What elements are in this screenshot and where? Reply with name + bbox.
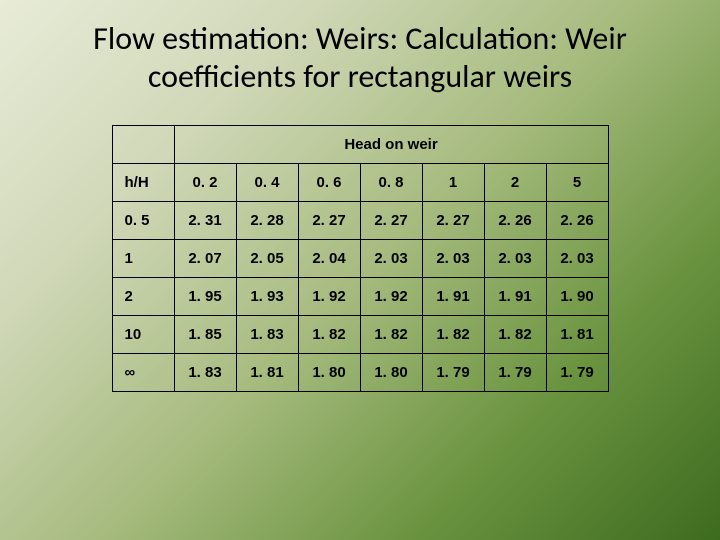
data-cell: 1. 95 <box>174 277 236 315</box>
data-cell: 1. 83 <box>236 315 298 353</box>
data-cell: 1. 82 <box>422 315 484 353</box>
data-cell: 2. 26 <box>484 201 546 239</box>
col-header: 1 <box>422 163 484 201</box>
col-header: 0. 6 <box>298 163 360 201</box>
data-cell: 2. 27 <box>422 201 484 239</box>
data-cell: 2. 03 <box>422 239 484 277</box>
data-cell: 1. 81 <box>236 353 298 391</box>
data-cell: 2. 03 <box>546 239 608 277</box>
col-header: 5 <box>546 163 608 201</box>
header-row: h/H 0. 2 0. 4 0. 6 0. 8 1 2 5 <box>112 163 608 201</box>
data-cell: 2. 26 <box>546 201 608 239</box>
data-cell: 1. 80 <box>298 353 360 391</box>
row-header: ∞ <box>112 353 174 391</box>
empty-corner-top <box>112 125 174 163</box>
page-title: Flow estimation: Weirs: Calculation: Wei… <box>40 20 680 97</box>
row-header: 10 <box>112 315 174 353</box>
data-cell: 1. 79 <box>422 353 484 391</box>
data-cell: 1. 82 <box>298 315 360 353</box>
data-cell: 2. 03 <box>484 239 546 277</box>
data-cell: 2. 27 <box>298 201 360 239</box>
data-cell: 1. 91 <box>422 277 484 315</box>
data-cell: 1. 93 <box>236 277 298 315</box>
spanner-cell: Head on weir <box>174 125 608 163</box>
col-header: 0. 2 <box>174 163 236 201</box>
coefficients-table: Head on weir h/H 0. 2 0. 4 0. 6 0. 8 1 2… <box>112 125 609 392</box>
row-header: 0. 5 <box>112 201 174 239</box>
data-cell: 2. 03 <box>360 239 422 277</box>
slide: Flow estimation: Weirs: Calculation: Wei… <box>0 0 720 540</box>
row-header: 2 <box>112 277 174 315</box>
data-cell: 2. 05 <box>236 239 298 277</box>
data-cell: 1. 83 <box>174 353 236 391</box>
col-header: 2 <box>484 163 546 201</box>
table-row: ∞ 1. 83 1. 81 1. 80 1. 80 1. 79 1. 79 1.… <box>112 353 608 391</box>
row-header: 1 <box>112 239 174 277</box>
data-cell: 1. 82 <box>360 315 422 353</box>
data-cell: 2. 04 <box>298 239 360 277</box>
data-cell: 1. 79 <box>546 353 608 391</box>
data-cell: 1. 91 <box>484 277 546 315</box>
data-cell: 2. 27 <box>360 201 422 239</box>
table-row: 10 1. 85 1. 83 1. 82 1. 82 1. 82 1. 82 1… <box>112 315 608 353</box>
data-cell: 1. 80 <box>360 353 422 391</box>
table-row: 1 2. 07 2. 05 2. 04 2. 03 2. 03 2. 03 2.… <box>112 239 608 277</box>
data-cell: 2. 31 <box>174 201 236 239</box>
spanner-row: Head on weir <box>112 125 608 163</box>
data-cell: 1. 90 <box>546 277 608 315</box>
table-row: 2 1. 95 1. 93 1. 92 1. 92 1. 91 1. 91 1.… <box>112 277 608 315</box>
col-header: 0. 8 <box>360 163 422 201</box>
data-cell: 1. 79 <box>484 353 546 391</box>
corner-label: h/H <box>112 163 174 201</box>
data-cell: 1. 81 <box>546 315 608 353</box>
data-cell: 2. 28 <box>236 201 298 239</box>
data-cell: 1. 92 <box>298 277 360 315</box>
table-row: 0. 5 2. 31 2. 28 2. 27 2. 27 2. 27 2. 26… <box>112 201 608 239</box>
data-cell: 1. 85 <box>174 315 236 353</box>
data-cell: 1. 92 <box>360 277 422 315</box>
data-cell: 2. 07 <box>174 239 236 277</box>
data-cell: 1. 82 <box>484 315 546 353</box>
col-header: 0. 4 <box>236 163 298 201</box>
